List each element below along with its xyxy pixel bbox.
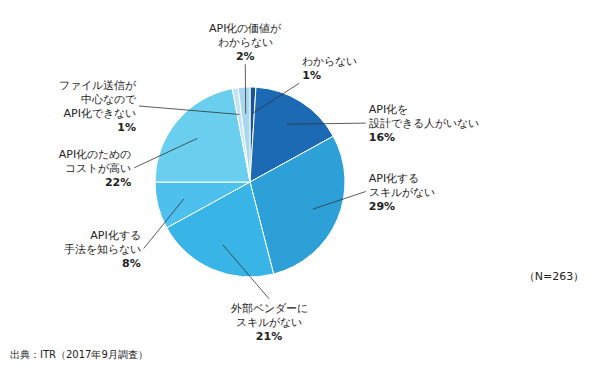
- pie-slice: [238, 87, 250, 182]
- leader-line: [252, 83, 299, 113]
- pie-slice: [155, 182, 250, 228]
- data-label: 16%: [369, 131, 395, 144]
- leader-lines: [134, 64, 366, 299]
- chart: わからない1%API化を設計できる人がいない16%API化するスキルがない29%…: [0, 0, 616, 368]
- leader-line: [139, 106, 239, 114]
- slice-label: API化するスキルがない: [369, 172, 435, 199]
- data-label: 2%: [236, 50, 255, 63]
- slice-label: API化を設計できる人がいない: [369, 103, 479, 130]
- slice-label: わからない: [302, 55, 357, 68]
- slice-label: ファイル送信が中心なのでAPI化できない: [59, 79, 137, 120]
- leader-line: [245, 64, 246, 113]
- leader-line: [134, 138, 197, 167]
- data-label: 21%: [256, 330, 282, 343]
- leader-line: [287, 123, 366, 124]
- slice-label: API化の価値がわからない: [209, 22, 282, 49]
- labels: わからない1%API化を設計できる人がいない16%API化するスキルがない29%…: [59, 22, 479, 343]
- data-label: 8%: [122, 257, 141, 270]
- pie-slice: [155, 89, 250, 182]
- slices: [155, 87, 345, 277]
- source: 出典：ITR（2017年9月調査）: [10, 349, 148, 360]
- leader-line: [313, 192, 366, 210]
- data-label: 22%: [105, 176, 131, 189]
- data-label: 1%: [117, 121, 136, 134]
- data-label: 1%: [302, 69, 321, 82]
- data-label: 29%: [369, 200, 395, 213]
- slice-label: API化する手法を知らない: [64, 229, 141, 256]
- slice-label: 外部ベンダーにスキルがない: [231, 302, 308, 329]
- slice-label: API化のためのコストが高い: [59, 148, 131, 175]
- pie-slice: [232, 88, 250, 182]
- leader-line: [144, 199, 184, 248]
- note: （N=263）: [524, 270, 584, 283]
- leader-line: [223, 245, 269, 299]
